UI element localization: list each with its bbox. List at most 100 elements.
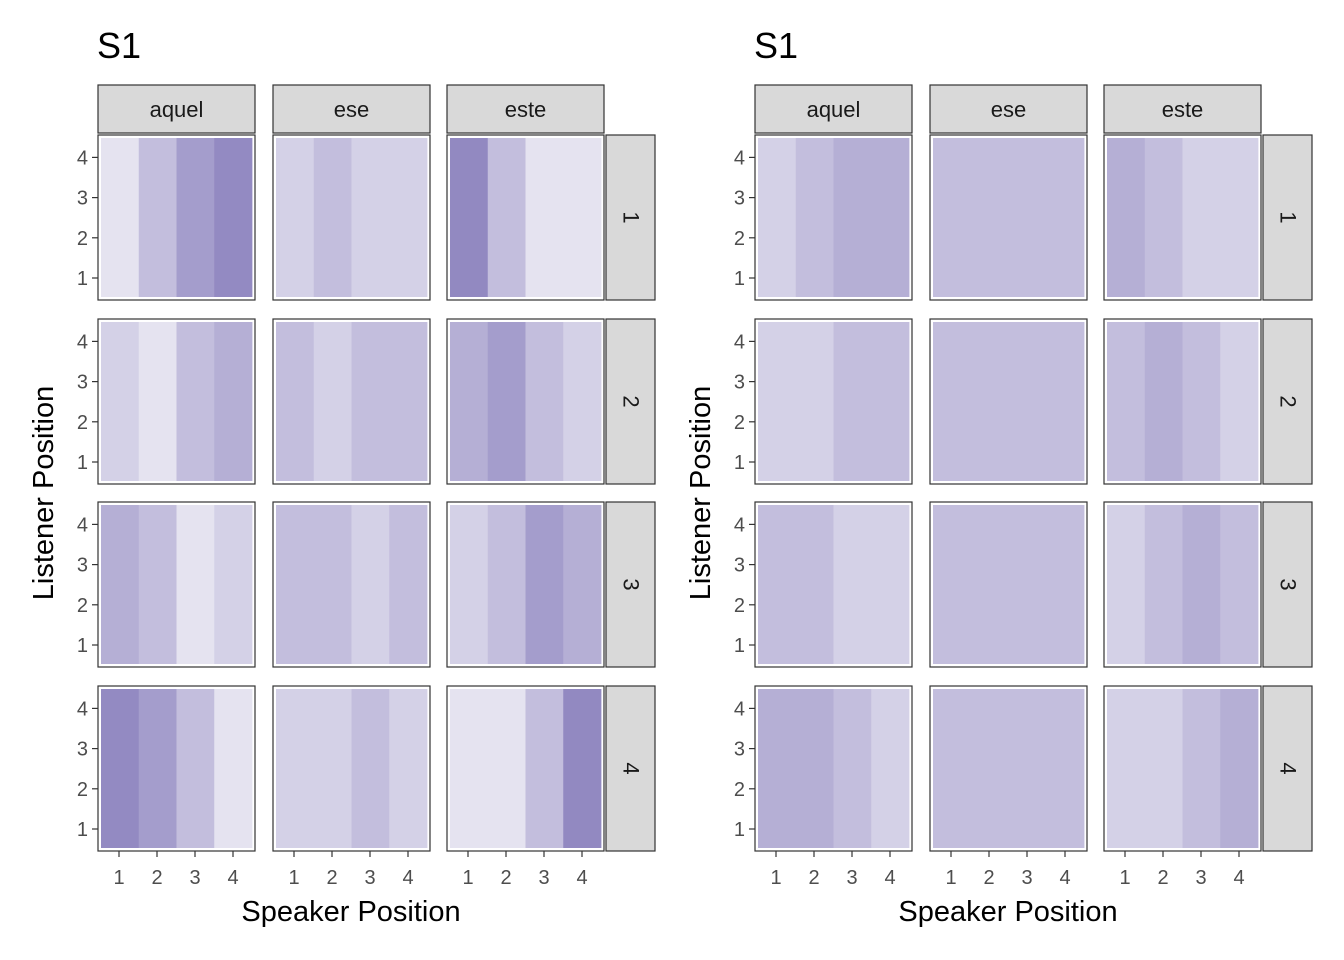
heat-tile: [1182, 505, 1221, 664]
panel-border: [1103, 501, 1262, 668]
row-strip-3: [605, 501, 656, 668]
column-strip-label: aquel: [150, 97, 204, 122]
heat-tile: [758, 689, 797, 848]
row-strip-4: [605, 685, 656, 852]
heat-tile: [525, 322, 564, 481]
y-tick-label: 3: [734, 372, 745, 394]
y-tick-label: 4: [77, 147, 88, 169]
heat-tile: [450, 138, 489, 297]
y-tick-label: 3: [77, 739, 88, 761]
y-tick-label: 4: [734, 147, 745, 169]
heat-tile: [351, 505, 390, 664]
y-tick-label: 1: [734, 635, 745, 657]
heat-tile: [351, 689, 390, 848]
panel-border: [97, 501, 256, 668]
panel-border: [97, 318, 256, 485]
y-tick-label: 3: [734, 739, 745, 761]
row-strip-1: [1262, 134, 1313, 301]
panel-3-este: [446, 501, 605, 668]
heat-tile: [214, 689, 253, 848]
y-tick-label: 2: [734, 412, 745, 434]
heat-tile: [389, 505, 428, 664]
y-tick-label: 4: [734, 514, 745, 536]
heat-tile: [1008, 138, 1047, 297]
heat-tile: [1107, 505, 1146, 664]
heat-tile: [214, 322, 253, 481]
panel-border: [754, 134, 913, 301]
heat-tile: [101, 138, 140, 297]
heat-tile: [389, 322, 428, 481]
panel-2-ese: [929, 318, 1088, 485]
heat-tile: [138, 505, 177, 664]
x-tick-label: 1: [113, 867, 124, 889]
heat-tile: [525, 689, 564, 848]
panel-3-ese: [272, 501, 431, 668]
panel-1-ese: [272, 134, 431, 301]
y-tick-label: 2: [77, 412, 88, 434]
chart-title: S1: [97, 25, 141, 66]
x-tick-label: 4: [1233, 867, 1244, 889]
panel-border: [272, 501, 431, 668]
y-tick-label: 4: [734, 331, 745, 353]
x-tick-label: 2: [151, 867, 162, 889]
panel-border: [446, 501, 605, 668]
panel-border: [1103, 318, 1262, 485]
heat-tile: [758, 138, 797, 297]
x-tick-label: 3: [846, 867, 857, 889]
heat-tile: [563, 689, 602, 848]
column-strip-este: [1103, 84, 1262, 134]
panel-border: [929, 501, 1088, 668]
x-tick-label: 4: [402, 867, 413, 889]
y-tick-label: 2: [77, 228, 88, 250]
heat-tile: [313, 689, 352, 848]
panel-3-aquel: 1 2 3 4: [77, 501, 256, 668]
x-tick-label: 1: [288, 867, 299, 889]
panel-border: [754, 685, 913, 852]
x-tick-label: 4: [227, 867, 238, 889]
panel-4-este: 1 2 3 4: [1103, 685, 1262, 889]
heat-tile: [833, 505, 872, 664]
heat-tile: [933, 138, 972, 297]
heat-tile: [176, 689, 215, 848]
heat-tile: [833, 138, 872, 297]
row-strip-label: 1: [1276, 211, 1301, 223]
heat-tile: [351, 138, 390, 297]
heat-tile: [1220, 689, 1259, 848]
panel-border: [446, 134, 605, 301]
heat-tile: [313, 322, 352, 481]
panel-4-ese: 1 2 3 4: [272, 685, 431, 889]
panel-border: [1103, 685, 1262, 852]
y-tick-label: 4: [77, 514, 88, 536]
column-strip-label: este: [505, 97, 547, 122]
heat-tile: [487, 689, 526, 848]
heat-tile: [1220, 505, 1259, 664]
heat-tile: [1107, 138, 1146, 297]
y-tick-label: 3: [77, 555, 88, 577]
row-strip-2: [1262, 318, 1313, 485]
heat-tile: [101, 689, 140, 848]
heat-tile: [563, 505, 602, 664]
heat-tile: [1144, 322, 1183, 481]
heat-tile: [487, 505, 526, 664]
y-tick-label: 1: [77, 819, 88, 841]
panel-2-este: [446, 318, 605, 485]
heat-tile: [276, 689, 315, 848]
heat-tile: [933, 322, 972, 481]
heat-tile: [833, 689, 872, 848]
heat-tile: [795, 505, 834, 664]
heat-tile: [795, 138, 834, 297]
y-axis-title: Listener Position: [28, 386, 60, 600]
panel-border: [272, 318, 431, 485]
heat-tile: [176, 505, 215, 664]
heat-tile: [138, 322, 177, 481]
heat-tile: [758, 505, 797, 664]
y-tick-label: 2: [734, 779, 745, 801]
x-tick-label: 3: [189, 867, 200, 889]
heat-tile: [1144, 505, 1183, 664]
y-tick-label: 1: [734, 452, 745, 474]
panel-3-aquel: 1 2 3 4: [734, 501, 913, 668]
heat-tile: [214, 138, 253, 297]
panel-4-este: 1 2 3 4: [446, 685, 605, 889]
panel-3-ese: [929, 501, 1088, 668]
facet-chart-1: S1 aquel ese este 1 2 3 4 1 2 3 4 1 2 3 4 1 2 3 4 1 2 3 4 1 2 3 4 1 2…: [28, 25, 656, 928]
